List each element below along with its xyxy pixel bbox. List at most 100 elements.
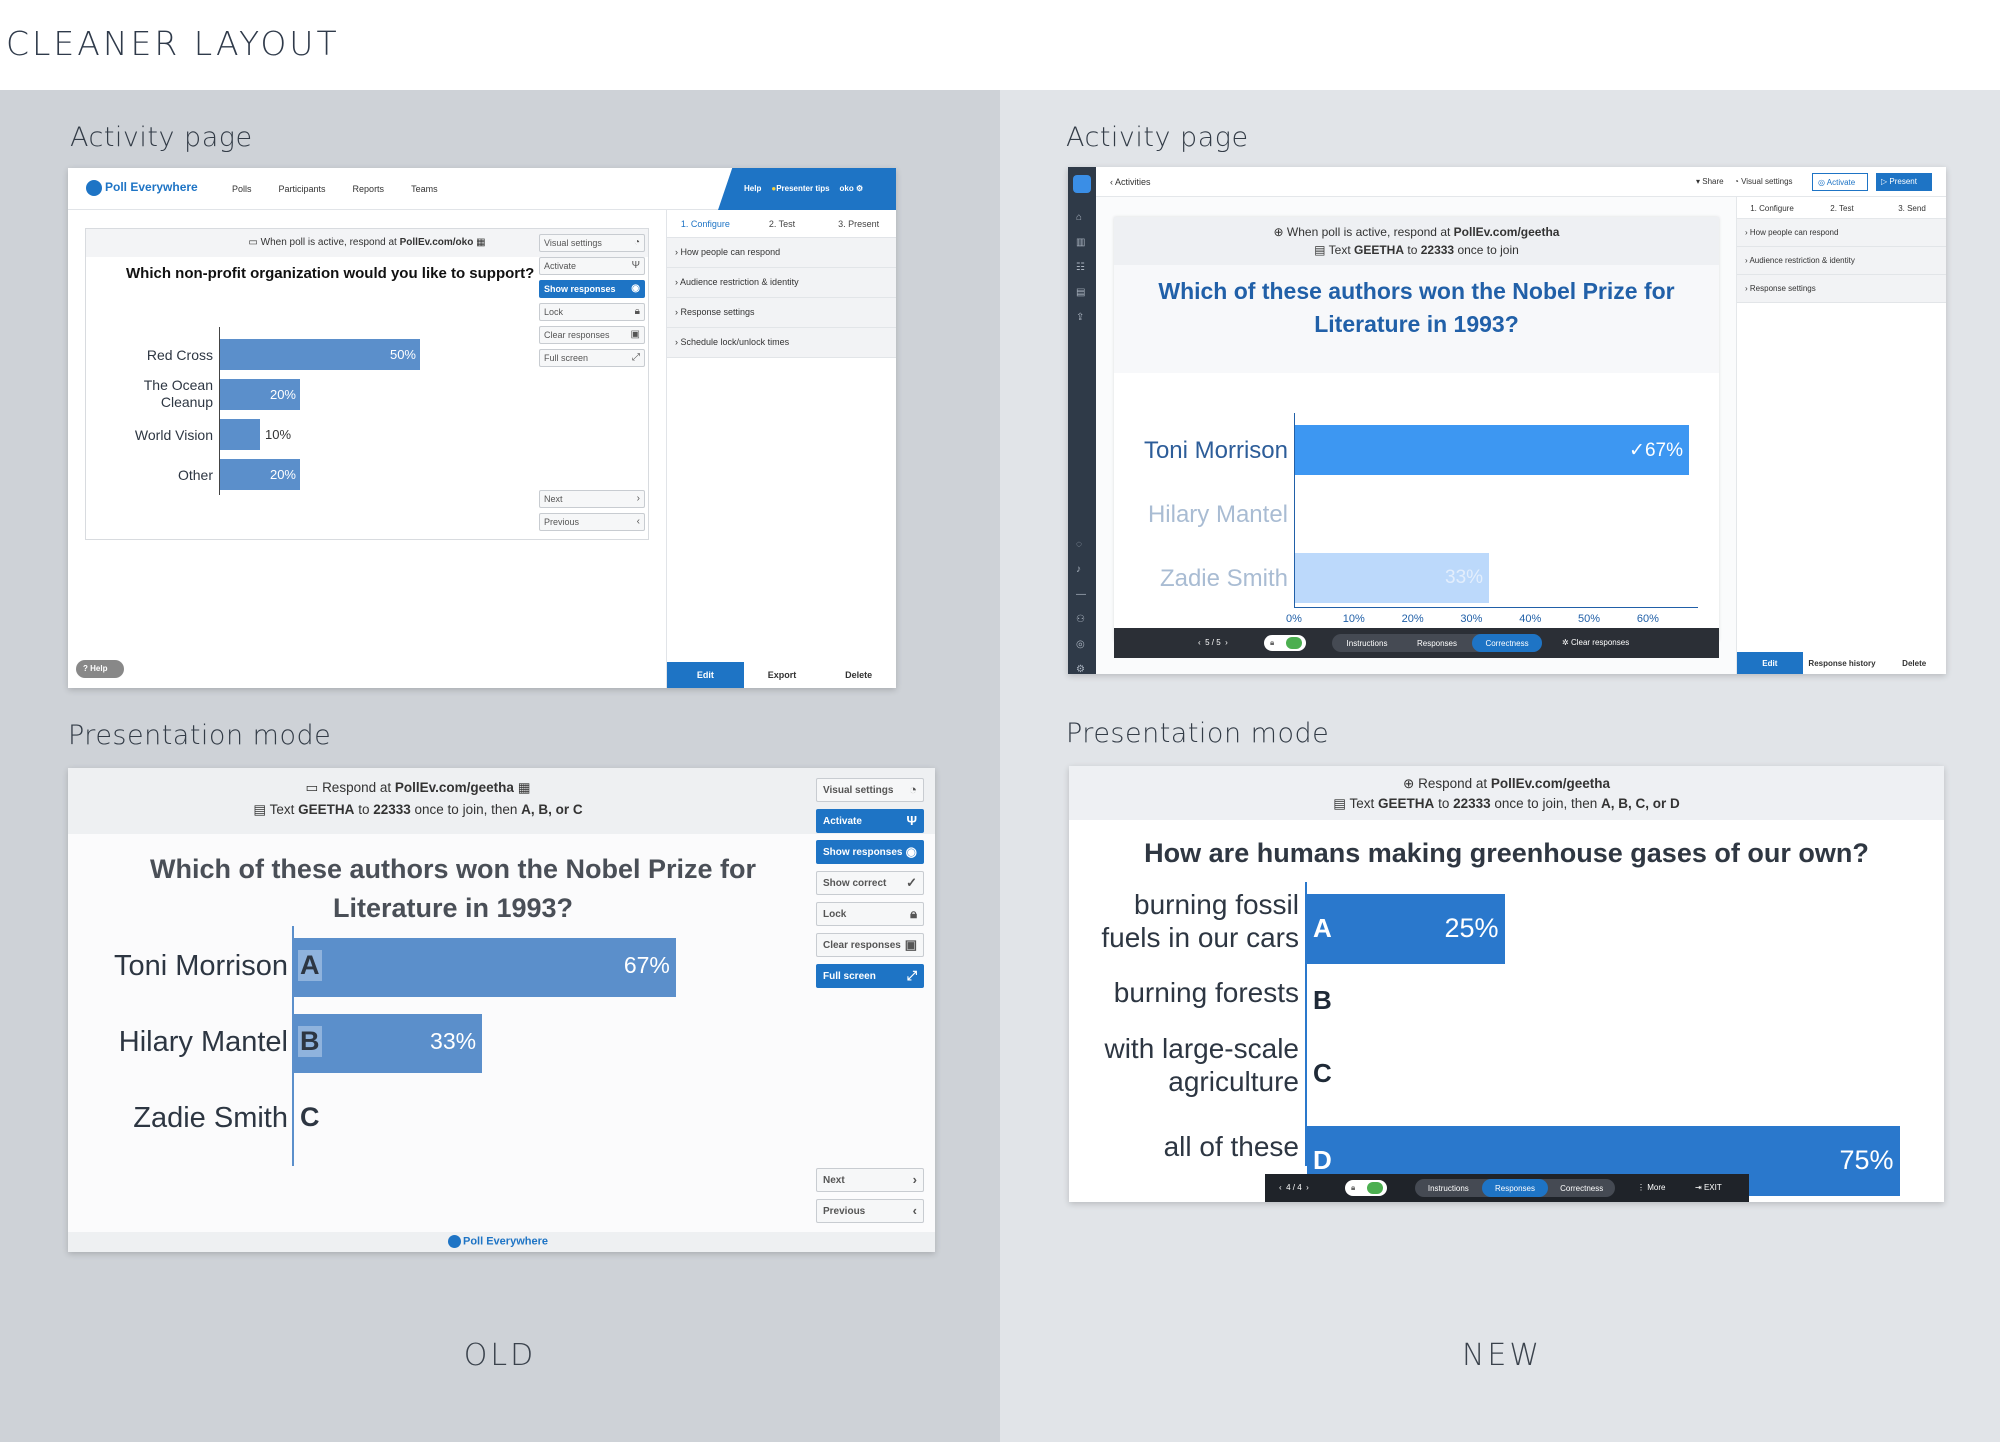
bell-icon[interactable]: ♪ (1076, 564, 1081, 575)
respond-prefix: Respond at (1418, 776, 1488, 791)
share-icon[interactable]: ⇪ (1076, 312, 1085, 323)
report-icon[interactable]: ▤ (1076, 287, 1086, 298)
setting-audience-restriction[interactable]: › Audience restriction & identity (1737, 247, 1946, 275)
account-icon[interactable]: ◎ (1076, 639, 1085, 650)
share-button[interactable]: ▾ Share (1696, 177, 1724, 186)
nav-teams[interactable]: Teams (411, 184, 438, 194)
more-button[interactable]: ⋮ More (1637, 1183, 1665, 1192)
step-configure[interactable]: 1. Configure (1750, 204, 1794, 213)
lock-text: Lock (823, 909, 847, 920)
step-present[interactable]: 3. Present (838, 219, 880, 229)
tab-instructions[interactable]: Instructions (1427, 1184, 1469, 1193)
tab-edit[interactable]: Edit (1737, 652, 1803, 674)
lock-button[interactable]: Lock 🔒︎ (816, 902, 924, 926)
respond-url: PollEv.com/oko (399, 237, 474, 248)
step-send[interactable]: 3. Send (1898, 204, 1926, 213)
bar-label: with large-scale agriculture (1104, 1033, 1299, 1097)
new-respond-bar: ⊕ When poll is active, respond at PollEv… (1114, 217, 1719, 265)
full-screen-button[interactable]: Full screen ⤢ (816, 964, 924, 988)
setting-how-people-respond[interactable]: › How people can respond (667, 238, 896, 268)
activate-button[interactable]: Activate Ψ (539, 257, 645, 275)
tab-responses[interactable]: Responses (1416, 639, 1458, 648)
bar-letter: B (1313, 985, 1332, 1015)
poll-logo-icon (448, 1235, 461, 1248)
new-poll-card: ⊕ When poll is active, respond at PollEv… (1114, 217, 1719, 641)
tips-dot-icon: ● (771, 184, 777, 193)
pager[interactable]: ‹ 4 / 4 › (1279, 1183, 1309, 1192)
home-icon[interactable]: ⌂ (1076, 212, 1083, 223)
bar-value: 20% (269, 467, 296, 482)
show-correct-button[interactable]: Show correct ✓ (816, 871, 924, 895)
presenter-tips-link[interactable]: ●Presenter tips (771, 184, 829, 193)
nav-reports[interactable]: Reports (352, 184, 385, 194)
show-responses-button[interactable]: Show responses ◉ (539, 280, 645, 298)
chart-axis (1294, 413, 1295, 607)
tab-delete[interactable]: Delete (1902, 659, 1927, 668)
present-button[interactable]: ▷ Present (1876, 173, 1932, 191)
step-test[interactable]: 2. Test (768, 219, 796, 229)
setting-audience-restriction[interactable]: › Audience restriction & identity (667, 268, 896, 298)
settings-icon[interactable]: ⚙ (1076, 664, 1085, 674)
setting-response-settings[interactable]: › Response settings (667, 298, 896, 328)
lock-button[interactable]: Lock 🔒︎ (539, 303, 645, 321)
help-button[interactable]: ? Help (76, 660, 124, 678)
rail-bottom-icons: ◌ ♪ — ⚇ ◎ ⚙ (1076, 532, 1086, 674)
qr-icon: ▦ (517, 780, 531, 795)
tab-correctness[interactable]: Correctness (1560, 1184, 1604, 1193)
people-icon[interactable]: ☷ (1076, 262, 1085, 273)
tab-delete[interactable]: Delete (845, 670, 873, 680)
nav-polls[interactable]: Polls (232, 184, 252, 194)
user-menu[interactable]: oko ⚙ (840, 184, 864, 193)
tab-edit[interactable]: Edit (667, 662, 744, 688)
clear-responses-button[interactable]: Clear responses ▣ (816, 933, 924, 957)
users-icon[interactable]: ⚇ (1076, 614, 1085, 625)
activate-button[interactable]: ◎ Activate (1812, 173, 1868, 191)
text-keyword: GEETHA (298, 802, 355, 817)
new-settings-sidebar: 1. Configure 2. Test 3. Send › How peopl… (1736, 197, 1946, 674)
bar (220, 419, 260, 450)
next-text: Next (544, 494, 563, 504)
pager[interactable]: ‹ 5 / 5 › (1198, 638, 1228, 647)
setting-response-settings[interactable]: › Response settings (1737, 275, 1946, 303)
next-button[interactable]: Next › (539, 490, 645, 508)
clear-responses-button[interactable]: Clear responses ▣ (539, 326, 645, 344)
bar-label: burning forests (1113, 977, 1299, 1008)
activate-button[interactable]: Activate Ψ (816, 809, 924, 833)
rail-icons: ⌂ ▥ ☷ ▤ ⇪ (1076, 205, 1085, 330)
setting-text: Response settings (1749, 284, 1816, 293)
old-pres-question: Which of these authors won the Nobel Pri… (149, 854, 757, 924)
tab-response-history[interactable]: Response history (1808, 659, 1876, 668)
full-screen-button[interactable]: Full screen ⤢ (539, 349, 645, 367)
step-test[interactable]: 2. Test (1830, 204, 1854, 213)
step-configure[interactable]: 1. Configure (680, 219, 730, 229)
help-link[interactable]: Help (744, 184, 762, 193)
previous-button[interactable]: Previous ‹ (816, 1199, 924, 1223)
show-responses-button[interactable]: Show responses ◉ (816, 840, 924, 864)
next-button[interactable]: Next › (816, 1168, 924, 1192)
setting-how-people-respond[interactable]: › How people can respond (1737, 219, 1946, 247)
exit-button[interactable]: ⇥ EXIT (1695, 1183, 1722, 1192)
lock-toggle[interactable]: 🔒︎ (1345, 1180, 1387, 1196)
breadcrumb[interactable]: ‹ Activities (1110, 177, 1151, 187)
tab-instructions[interactable]: Instructions (1346, 639, 1388, 648)
lock-toggle[interactable]: 🔒︎ (1264, 635, 1306, 651)
visual-settings-button[interactable]: Visual settings ◔ (816, 778, 924, 802)
support-icon[interactable]: ◌ (1076, 539, 1082, 550)
chart-axis (292, 926, 294, 1166)
presenter-tips-text: Presenter tips (776, 184, 830, 193)
visual-settings-button[interactable]: Visual settings ◔ (539, 234, 645, 252)
bar-value: 20% (269, 387, 296, 402)
clear-responses-button[interactable]: ✲ Clear responses (1562, 638, 1629, 647)
visual-settings-button[interactable]: ◔ Visual settings (1734, 177, 1793, 186)
tab-correctness[interactable]: Correctness (1472, 634, 1542, 652)
nav-participants[interactable]: Participants (278, 184, 326, 194)
tab-export[interactable]: Export (767, 670, 797, 680)
chart-icon[interactable]: ▥ (1076, 237, 1086, 248)
app-logo-icon[interactable] (1073, 175, 1091, 193)
respond-prefix: When poll is active, respond at (260, 237, 397, 248)
previous-button[interactable]: Previous ‹ (539, 513, 645, 531)
old-logo[interactable]: Poll Everywhere (86, 180, 198, 196)
setting-schedule-lock[interactable]: › Schedule lock/unlock times (667, 328, 896, 358)
respond-line: ⊕ When poll is active, respond at PollEv… (1114, 217, 1719, 239)
tab-responses[interactable]: Responses (1481, 1179, 1549, 1197)
